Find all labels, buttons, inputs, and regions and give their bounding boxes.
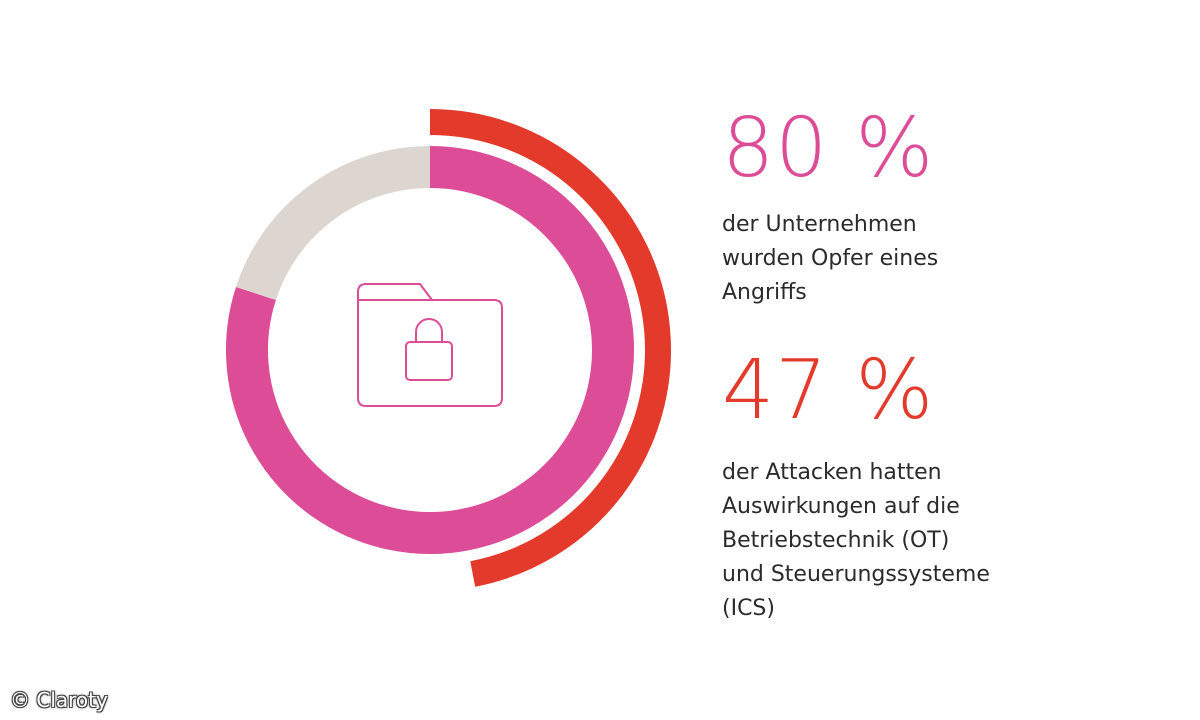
stat-line: und Steuerungssysteme	[722, 562, 990, 587]
stat-line: Angriffs	[722, 280, 807, 305]
stat-line: Betriebstechnik (OT)	[722, 528, 950, 553]
stat-line: der Unternehmen	[722, 212, 917, 237]
stat-description: der Unternehmen wurden Opfer eines Angri…	[722, 208, 938, 310]
stat-description: der Attacken hatten Auswirkungen auf die…	[722, 456, 990, 626]
stat-line: (ICS)	[722, 596, 775, 621]
stat-attacked-companies: 80 % der Unternehmen wurden Opfer eines …	[722, 108, 938, 310]
donut-slice-1	[235, 146, 431, 301]
stat-line: wurden Opfer eines	[722, 246, 939, 271]
stat-value: 80 %	[722, 101, 935, 196]
copyright-notice: © Claroty	[10, 688, 108, 712]
stat-value: 47 %	[722, 343, 935, 438]
stat-line: der Attacken hatten	[722, 460, 942, 485]
donut-slice-0	[226, 146, 634, 554]
outer-arc-slice-0	[429, 109, 671, 587]
donut-slices	[226, 146, 634, 554]
outer-arc	[429, 109, 671, 587]
stat-line: Auswirkungen auf die	[722, 494, 960, 519]
locked-folder-icon	[357, 283, 503, 407]
stat-ot-impact: 47 % der Attacken hatten Auswirkungen au…	[722, 350, 990, 626]
